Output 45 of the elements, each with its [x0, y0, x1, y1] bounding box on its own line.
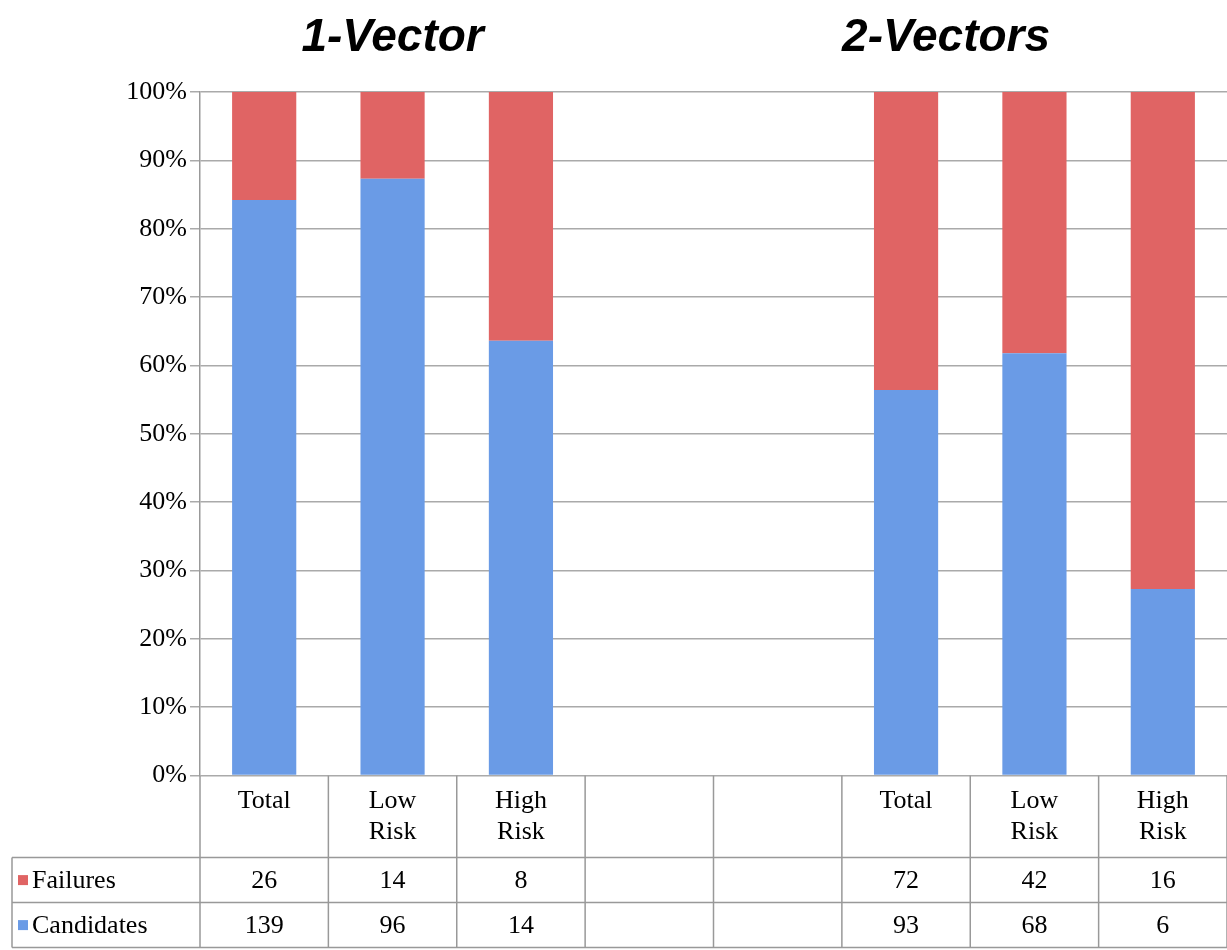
x-tick-label: Low Risk [1010, 785, 1059, 846]
y-tick-label: 80% [139, 212, 187, 242]
bar [232, 92, 297, 201]
y-tick-label: 70% [139, 280, 187, 310]
y-tick-label: 40% [139, 485, 187, 515]
y-tick-label: 90% [139, 144, 187, 174]
text: 6 [1156, 909, 1170, 939]
bar [1130, 92, 1195, 589]
bar [232, 200, 297, 775]
x-tick-label: High Risk [1136, 785, 1189, 846]
bar [1002, 353, 1067, 775]
text: 42 [1021, 864, 1048, 894]
y-tick-label: 50% [139, 417, 187, 447]
legend-label: Failures [32, 864, 116, 894]
text: 1-Vector [301, 8, 486, 61]
text: 68 [1021, 909, 1048, 939]
text: 2-Vectors [841, 8, 1051, 61]
x-tick-label: Total [237, 785, 291, 815]
x-tick-label: Low Risk [368, 785, 417, 846]
text: 93 [893, 909, 920, 939]
y-tick-label: 100% [126, 75, 187, 105]
bar [1002, 92, 1067, 354]
y-tick-label: 10% [139, 691, 187, 721]
bar [1130, 588, 1195, 775]
text: 14 [507, 909, 534, 939]
y-tick-label: 20% [139, 622, 187, 652]
text: 16 [1149, 864, 1176, 894]
y-tick-label: 60% [139, 349, 187, 379]
bar [360, 178, 425, 775]
text: 72 [893, 864, 920, 894]
text: 96 [379, 909, 406, 939]
legend-label: Candidates [32, 909, 148, 939]
bar [360, 92, 425, 179]
y-tick-label: 30% [139, 554, 187, 584]
text: 139 [244, 909, 284, 939]
text: 8 [514, 864, 528, 894]
text: 26 [251, 864, 278, 894]
x-tick-label: High Risk [494, 785, 547, 846]
bar [873, 92, 939, 391]
y-tick-label: 0% [152, 759, 187, 789]
bar [488, 340, 554, 775]
text: 14 [379, 864, 406, 894]
x-tick-label: Total [879, 785, 933, 815]
bar [488, 92, 554, 341]
bar [873, 390, 939, 775]
